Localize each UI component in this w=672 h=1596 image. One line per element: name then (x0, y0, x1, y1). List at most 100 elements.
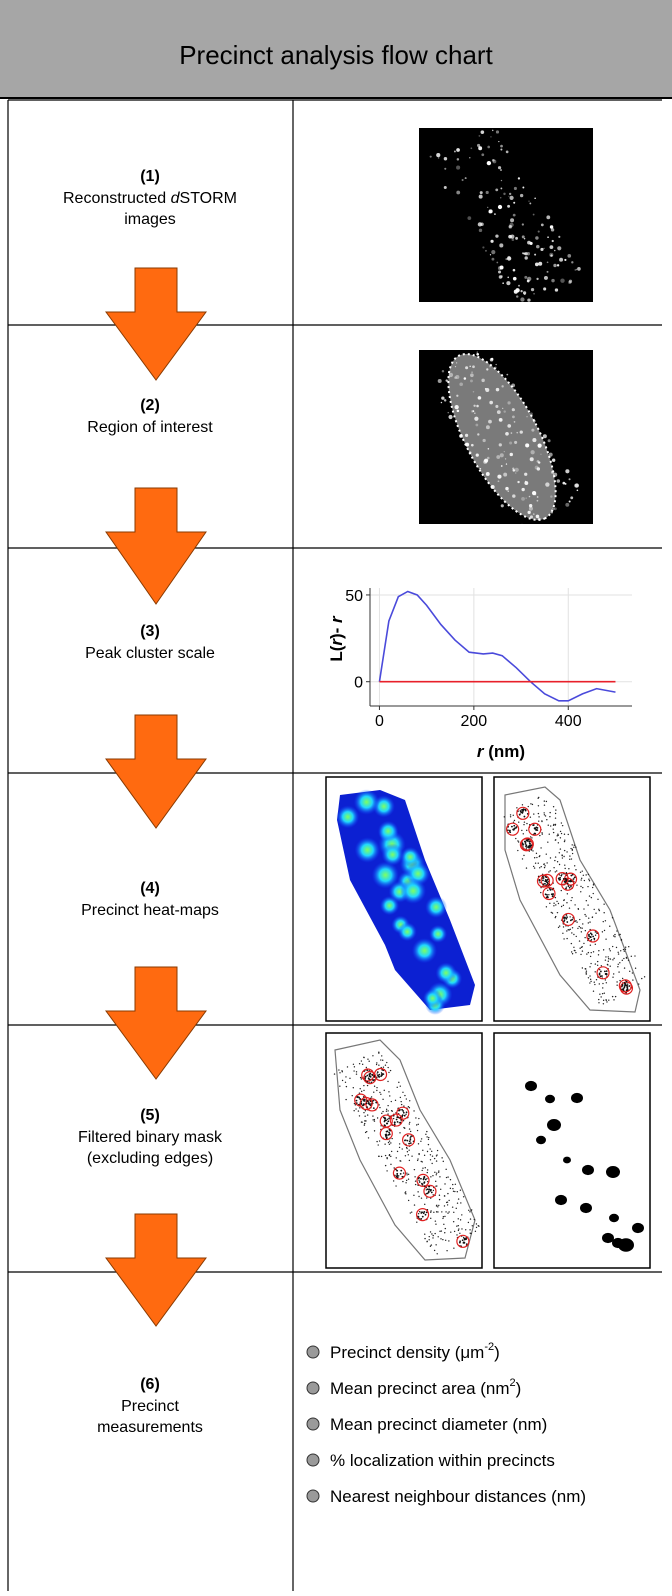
localization (543, 863, 545, 865)
localization (554, 916, 556, 919)
localization (363, 1089, 365, 1092)
spot (528, 200, 530, 202)
spot (509, 452, 513, 457)
label-part: L( (327, 645, 346, 661)
localization (549, 811, 551, 814)
localization (524, 808, 527, 811)
spot (540, 453, 542, 455)
localization (382, 1073, 385, 1076)
localization (399, 1116, 402, 1119)
localization (441, 1211, 443, 1213)
localization (539, 834, 541, 837)
localization (605, 999, 607, 1001)
cluster (359, 1096, 373, 1111)
localization (428, 1235, 430, 1238)
localization (417, 1191, 419, 1193)
localization (592, 990, 595, 992)
localization (443, 1205, 446, 1207)
localization (554, 859, 556, 862)
spot (517, 177, 521, 180)
localization (564, 867, 566, 870)
spot (477, 433, 480, 436)
localization (445, 1168, 447, 1171)
localization (613, 999, 615, 1001)
localization (385, 1136, 388, 1139)
spot (524, 472, 528, 476)
localization (368, 1103, 371, 1106)
localization (560, 874, 563, 877)
localization (387, 1120, 390, 1123)
spot (497, 480, 500, 483)
localization (616, 930, 618, 932)
localization (405, 1113, 407, 1116)
localization (548, 833, 550, 835)
localization (634, 955, 636, 957)
spot (532, 438, 537, 443)
localization (445, 1176, 448, 1179)
cluster (361, 1068, 375, 1082)
spot (546, 215, 551, 220)
localization (423, 1182, 426, 1184)
localization (623, 986, 626, 989)
localization (571, 932, 573, 934)
localization (612, 973, 615, 975)
localization (570, 847, 572, 850)
cluster (596, 966, 610, 980)
localization (544, 865, 546, 867)
localization (578, 940, 581, 942)
localization (571, 953, 574, 955)
localization (521, 829, 523, 832)
localization (601, 931, 604, 933)
localization (571, 918, 574, 921)
localization (546, 893, 548, 896)
localization (587, 885, 589, 888)
localization (430, 1176, 432, 1178)
localization (460, 1202, 462, 1204)
localization (388, 1154, 391, 1157)
spot (512, 467, 515, 470)
localization (589, 932, 592, 935)
localization (603, 992, 606, 994)
localization (545, 896, 548, 899)
cluster (516, 806, 530, 820)
localization (452, 1183, 454, 1186)
spot (557, 246, 562, 251)
spot (484, 458, 489, 463)
localization (386, 1061, 388, 1064)
localization (382, 1110, 384, 1113)
localization (408, 1149, 410, 1151)
localization (408, 1159, 411, 1162)
localization (362, 1104, 364, 1107)
spot (507, 256, 512, 261)
localization (550, 825, 552, 827)
localization (430, 1211, 432, 1213)
localization (580, 877, 583, 880)
row-label: Precinct heat-maps (81, 902, 219, 919)
localization (386, 1157, 388, 1159)
localization (528, 846, 530, 849)
localization (558, 874, 561, 876)
spot (532, 513, 535, 515)
localization (435, 1244, 437, 1246)
localization (459, 1219, 462, 1221)
spot (476, 143, 481, 148)
localization (386, 1118, 389, 1121)
localization (399, 1085, 401, 1087)
localization (588, 895, 591, 897)
y-axis-label: L(r)- r (327, 615, 346, 662)
localization (579, 947, 581, 949)
localization (338, 1069, 340, 1071)
localization (406, 1139, 409, 1142)
spot (574, 269, 577, 271)
localization (575, 935, 577, 938)
localization (618, 934, 620, 936)
heat-spot (354, 837, 381, 863)
spot (574, 483, 580, 488)
spot (479, 191, 483, 195)
mask-blob (612, 1237, 624, 1249)
localization (557, 834, 559, 837)
localization (372, 1115, 374, 1117)
spot (470, 147, 473, 150)
localization (554, 871, 557, 873)
spot (568, 500, 571, 503)
